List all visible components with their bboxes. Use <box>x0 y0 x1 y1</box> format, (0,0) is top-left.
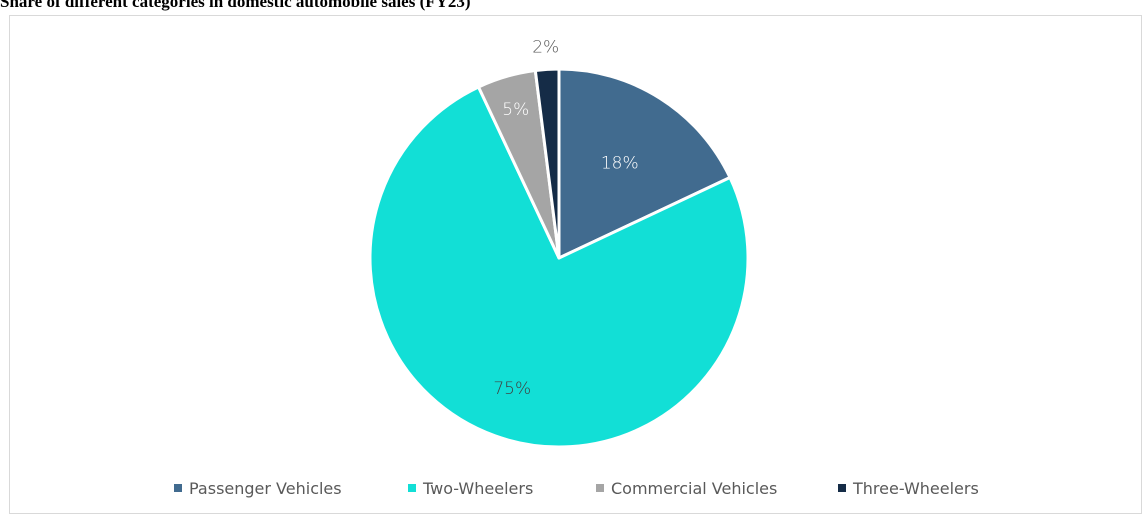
pie-slice-passenger-vehicles <box>557 67 732 260</box>
legend-label-commercial-vehicles: Commercial Vehicles <box>611 479 777 498</box>
legend-item-three-wheelers: Three-Wheelers <box>838 479 979 498</box>
data-label-two-wheelers: 75% <box>493 379 531 399</box>
pie-slice-three-wheelers <box>533 67 561 260</box>
legend-item-passenger-vehicles: Passenger Vehicles <box>174 479 342 498</box>
chart-title: Share of different categories in domesti… <box>0 0 471 11</box>
legend-swatch-three-wheelers <box>838 484 846 492</box>
legend-item-commercial-vehicles: Commercial Vehicles <box>596 479 777 498</box>
legend-swatch-passenger-vehicles <box>174 484 182 492</box>
legend-swatch-commercial-vehicles <box>596 484 604 492</box>
pie-slice-two-wheelers <box>368 85 750 449</box>
legend-label-two-wheelers: Two-Wheelers <box>422 479 533 498</box>
legend-item-two-wheelers: Two-Wheelers <box>408 479 533 498</box>
data-label-commercial-vehicles: 5% <box>502 100 529 120</box>
legend-label-three-wheelers: Three-Wheelers <box>852 479 979 498</box>
legend-label-passenger-vehicles: Passenger Vehicles <box>189 479 342 498</box>
legend-swatch-two-wheelers <box>408 484 416 492</box>
data-label-passenger-vehicles: 18% <box>601 153 639 173</box>
data-label-three-wheelers: 2% <box>532 38 559 58</box>
